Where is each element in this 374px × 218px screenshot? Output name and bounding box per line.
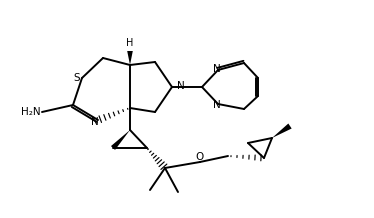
Polygon shape bbox=[127, 51, 133, 65]
Text: O: O bbox=[196, 152, 204, 162]
Text: H: H bbox=[126, 38, 134, 48]
Text: S: S bbox=[74, 73, 80, 83]
Text: N: N bbox=[213, 100, 221, 110]
Text: N: N bbox=[213, 64, 221, 74]
Polygon shape bbox=[272, 124, 292, 138]
Text: N: N bbox=[177, 81, 185, 91]
Text: N: N bbox=[91, 117, 99, 127]
Text: H₂N: H₂N bbox=[21, 107, 41, 117]
Polygon shape bbox=[111, 130, 130, 150]
